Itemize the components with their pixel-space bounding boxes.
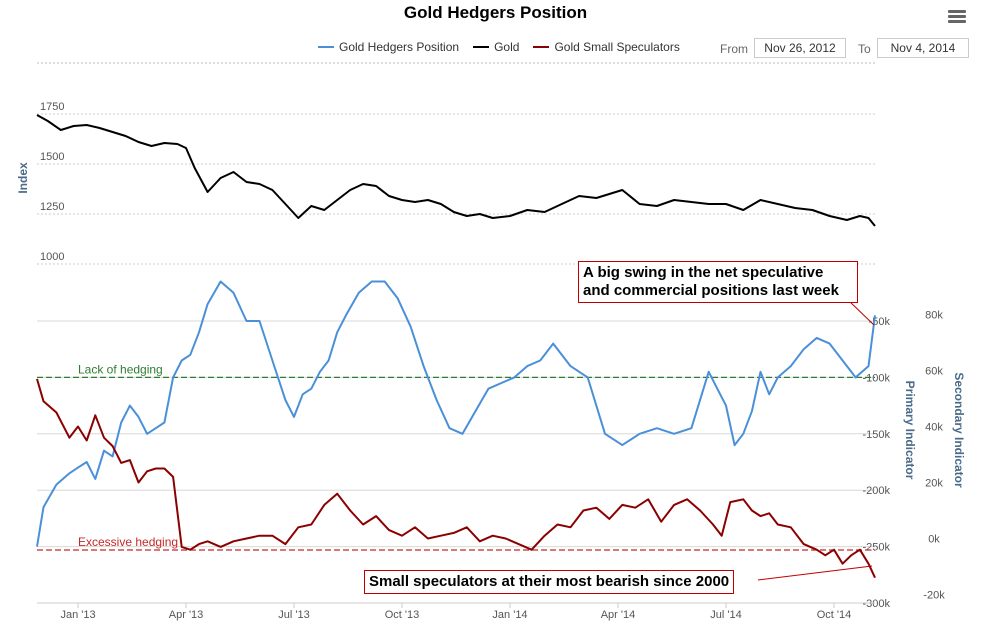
range-from-input[interactable] bbox=[754, 38, 846, 58]
index-tick-label: 1750 bbox=[40, 101, 64, 113]
secondary-tick-label: 20k bbox=[925, 478, 943, 490]
range-from-label: From bbox=[720, 42, 748, 56]
series-lines bbox=[36, 114, 876, 579]
annotation-small-speculators-connector bbox=[757, 565, 873, 581]
x-tick-label: Apr '14 bbox=[601, 609, 636, 621]
secondary-tick-label: 40k bbox=[925, 422, 943, 434]
primary-tick-label: -50k bbox=[869, 316, 891, 328]
x-tick-label: Oct '13 bbox=[385, 609, 420, 621]
reference-line-label: Lack of hedging bbox=[78, 362, 163, 376]
legend-item-gold[interactable]: Gold bbox=[473, 40, 519, 54]
secondary-tick-label: 0k bbox=[928, 534, 940, 546]
secondary-tick-label: 80k bbox=[925, 310, 943, 322]
series-line-gold bbox=[36, 114, 876, 227]
legend-swatch-hedgers bbox=[318, 46, 334, 48]
primary-tick-label: -300k bbox=[862, 598, 890, 610]
legend-label-gold: Gold bbox=[494, 40, 520, 54]
secondary-axis-label: Secondary Indicator bbox=[952, 372, 966, 488]
x-tick-label: Jul '14 bbox=[710, 609, 741, 621]
legend-item-speculators[interactable]: Gold Small Speculators bbox=[533, 40, 680, 54]
primary-tick-label: -250k bbox=[862, 542, 890, 554]
index-tick-label: 1250 bbox=[40, 201, 64, 213]
legend-item-hedgers[interactable]: Gold Hedgers Position bbox=[318, 40, 459, 54]
annotation-connectors bbox=[757, 299, 875, 581]
range-to-label: To bbox=[858, 42, 871, 56]
annotation-big-swing-connector bbox=[847, 299, 875, 326]
annotation-small-speculators: Small speculators at their most bearish … bbox=[364, 570, 735, 594]
legend-swatch-speculators bbox=[533, 46, 550, 48]
legend-label-hedgers: Gold Hedgers Position bbox=[339, 40, 460, 54]
annotation-big-swing-line1: A big swing in the net speculative bbox=[583, 264, 824, 281]
index-tick-label: 1000 bbox=[40, 251, 64, 263]
x-tick-label: Jul '13 bbox=[278, 609, 309, 621]
primary-tick-label: -200k bbox=[862, 485, 890, 497]
secondary-tick-label: 60k bbox=[925, 366, 943, 378]
legend: Gold Hedgers Position Gold Gold Small Sp… bbox=[318, 40, 680, 54]
axes: 1000 1250 1500 1750 Index -300k -250k -200k -150… bbox=[16, 101, 966, 621]
x-tick-label: Oct '14 bbox=[817, 609, 852, 621]
x-tick-label: Jan '14 bbox=[492, 609, 527, 621]
secondary-tick-label: -20k bbox=[923, 590, 945, 602]
index-axis-label: Index bbox=[16, 162, 30, 194]
chart-title: Gold Hedgers Position bbox=[403, 3, 588, 22]
index-tick-label: 1500 bbox=[40, 151, 64, 163]
primary-axis-label: Primary Indicator bbox=[903, 381, 917, 480]
annotation-big-swing-line2: and commercial positions last week bbox=[583, 282, 839, 299]
x-tick-label: Jan '13 bbox=[60, 609, 95, 621]
menu-icon[interactable] bbox=[948, 10, 966, 24]
reference-lines: Lack of hedging Excessive hedging bbox=[37, 362, 875, 551]
legend-swatch-gold bbox=[473, 46, 490, 48]
range-to-input[interactable] bbox=[877, 38, 969, 58]
series-line-gold-small-speculators bbox=[36, 378, 876, 579]
annotation-big-swing: A big swing in the net speculative and c… bbox=[578, 261, 858, 303]
primary-tick-label: -100k bbox=[862, 372, 890, 384]
series-line-gold-hedgers-position bbox=[36, 280, 876, 547]
primary-tick-label: -150k bbox=[862, 429, 890, 441]
x-tick-label: Apr '13 bbox=[169, 609, 204, 621]
reference-line-label: Excessive hedging bbox=[78, 535, 178, 549]
legend-label-speculators: Gold Small Speculators bbox=[554, 40, 680, 54]
